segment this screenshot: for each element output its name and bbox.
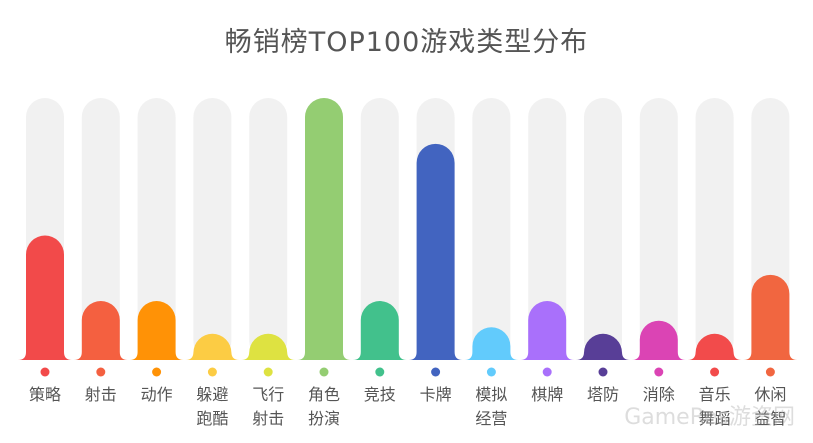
- tick-label: 休闲: [754, 385, 786, 404]
- tick-label: 竞技: [364, 385, 396, 404]
- tick-label: 角色: [308, 385, 340, 404]
- chart-title: 畅销榜TOP100游戏类型分布: [224, 27, 589, 58]
- bar-track: [193, 98, 232, 360]
- legend-dot: [542, 367, 552, 377]
- tick-label: 策略: [29, 385, 61, 404]
- bar: [743, 274, 798, 360]
- tick-label: 卡牌: [420, 385, 452, 404]
- bar-track: [249, 98, 288, 360]
- tick-label: 模拟: [475, 385, 507, 404]
- tick-label: 经营: [475, 409, 507, 428]
- bar: [297, 98, 351, 360]
- bar: [18, 235, 72, 360]
- bar: [73, 301, 128, 360]
- tick-label: 音乐: [699, 385, 731, 404]
- legend-dot: [319, 367, 329, 377]
- tick-label: 舞蹈: [699, 409, 731, 428]
- bar-track: [137, 98, 176, 360]
- bar: [520, 301, 575, 360]
- tick-label: 消除: [643, 385, 675, 404]
- tick-label: 动作: [141, 385, 173, 404]
- bar-track: [639, 98, 678, 360]
- bar: [241, 333, 296, 360]
- legend-dot: [598, 367, 608, 377]
- tick-label: 射击: [85, 385, 117, 404]
- bar-track: [360, 98, 399, 360]
- bar: [464, 327, 519, 360]
- tick-label: 塔防: [587, 385, 619, 404]
- bar: [352, 301, 407, 360]
- bar-track: [528, 98, 567, 360]
- bar: [185, 333, 240, 360]
- tick-label: 扮演: [308, 409, 340, 428]
- bar: [631, 320, 686, 360]
- legend-dot: [207, 367, 217, 377]
- bar-track: [584, 98, 622, 360]
- legend-dot: [486, 367, 496, 377]
- bar-track: [695, 98, 734, 360]
- bar: [408, 143, 463, 360]
- legend-dot: [431, 367, 441, 377]
- bar: [576, 333, 630, 360]
- legend-dot: [710, 367, 720, 377]
- bar: [687, 333, 742, 360]
- tick-label: 跑酷: [196, 409, 228, 428]
- legend-dot: [765, 367, 775, 377]
- legend-dot: [40, 367, 50, 377]
- tick-label: 益智: [754, 409, 786, 428]
- bar-track: [81, 98, 120, 360]
- tick-label: 躲避: [196, 385, 228, 404]
- tick-label: 射击: [252, 409, 284, 428]
- legend-dot: [152, 367, 162, 377]
- tick-label: 棋牌: [531, 385, 563, 404]
- legend-dot: [263, 367, 273, 377]
- bar: [129, 301, 184, 360]
- legend-dot: [375, 367, 385, 377]
- tick-label: 飞行: [252, 385, 284, 404]
- bar-track: [472, 98, 511, 360]
- legend-dot: [96, 367, 106, 377]
- legend-dot: [654, 367, 664, 377]
